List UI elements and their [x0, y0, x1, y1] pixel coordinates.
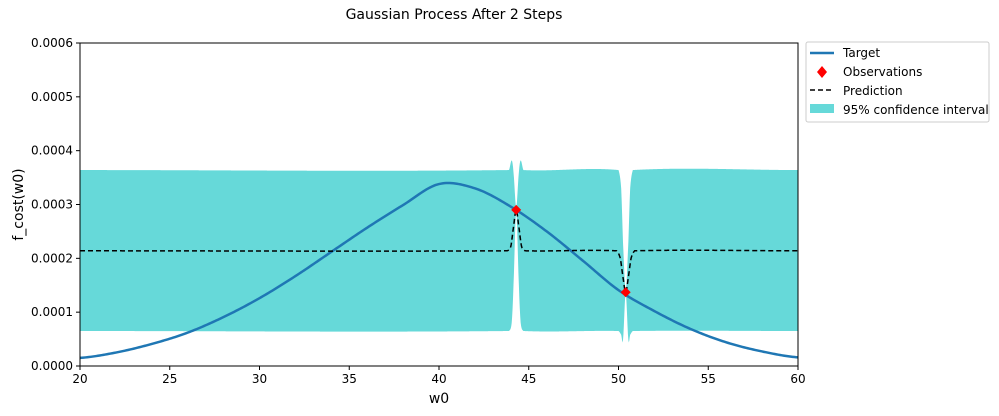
x-tick-label: 35	[342, 372, 357, 386]
x-tick-label: 30	[252, 372, 267, 386]
x-tick-label: 45	[521, 372, 536, 386]
legend-frame	[805, 41, 990, 123]
legend-prediction-label: Prediction	[843, 84, 903, 98]
legend-item-confidence: 95% confidence interval	[810, 103, 989, 117]
x-axis-label: w0	[429, 391, 449, 407]
y-tick-label: 0.0006	[31, 36, 73, 50]
legend-confidence-label: 95% confidence interval	[843, 103, 989, 117]
legend-confidence-swatch	[810, 104, 834, 113]
x-tick-label: 25	[162, 372, 177, 386]
legend-item-observations: Observations	[817, 65, 922, 79]
legend-item-prediction: Prediction	[810, 84, 903, 98]
y-tick-label: 0.0000	[31, 359, 73, 373]
y-axis-ticks: 0.0000 0.0001 0.0002 0.0003 0.0004 0.0005 0.00…	[31, 36, 80, 373]
legend-observations-label: Observations	[843, 65, 922, 79]
observation-point	[511, 204, 522, 215]
y-tick-label: 0.0004	[31, 144, 73, 158]
legend-observation-marker	[817, 66, 827, 78]
x-tick-label: 55	[701, 372, 716, 386]
x-tick-label: 50	[611, 372, 626, 386]
chart-title: Gaussian Process After 2 Steps	[346, 7, 563, 23]
legend-item-target: Target	[810, 46, 880, 60]
x-tick-label: 40	[431, 372, 446, 386]
legend: Target Observations Prediction 95% confi…	[805, 41, 990, 123]
legend-target-label: Target	[842, 46, 880, 60]
y-tick-label: 0.0005	[31, 90, 73, 104]
y-axis-label: f_cost(w0)	[11, 168, 27, 240]
x-axis-ticks: 20 25 30 35 40 45 50 55 60	[72, 366, 806, 386]
x-tick-label: 20	[72, 372, 87, 386]
observation-markers-layer	[511, 204, 631, 298]
target-series-line	[79, 181, 799, 360]
y-tick-label: 0.0001	[31, 305, 73, 319]
y-tick-label: 0.0003	[31, 198, 73, 212]
y-tick-label: 0.0002	[31, 251, 73, 265]
target-line-layer	[79, 181, 799, 360]
observation-point	[620, 287, 631, 298]
x-tick-label: 60	[790, 372, 805, 386]
